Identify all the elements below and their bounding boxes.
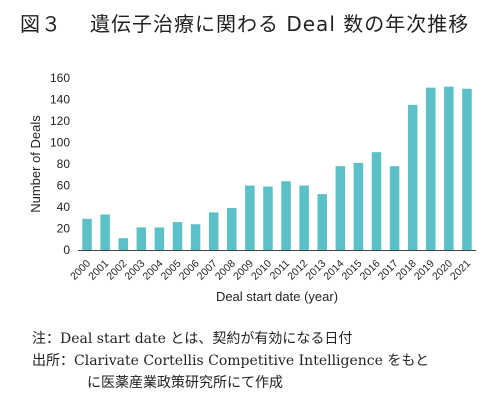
- y-axis-ticks: 0 20 40 60 80 100 120 140 160: [50, 71, 70, 257]
- y-tick-label: 80: [57, 157, 71, 171]
- bar-2008: [227, 208, 237, 250]
- bar-2000: [82, 218, 92, 250]
- bar-2002: [118, 238, 128, 250]
- y-tick-label: 120: [50, 114, 70, 128]
- bar-2005: [172, 222, 183, 250]
- y-tick-label: 140: [50, 93, 70, 107]
- bar-2016: [371, 152, 382, 250]
- source-text: 出所：Clarivate Cortellis Competitive Intel…: [32, 353, 430, 369]
- x-tick-label: 2021: [448, 258, 473, 283]
- bar-2004: [154, 227, 165, 250]
- figure-notes: 注：Deal start date とは、契約が有効になる日付 出所：Clari…: [32, 328, 429, 394]
- y-tick-label: 20: [57, 222, 71, 236]
- figure-label: 図３: [20, 12, 62, 36]
- bar-2010: [263, 186, 273, 250]
- bar-2003: [136, 227, 147, 250]
- bar-2007: [208, 212, 219, 250]
- bar-2015: [353, 162, 364, 250]
- bar-2021: [462, 88, 472, 250]
- bar-2017: [389, 166, 400, 250]
- bar-2018: [407, 104, 418, 250]
- bar-series: [82, 86, 472, 250]
- bar-2011: [281, 181, 291, 250]
- y-tick-label: 160: [50, 71, 70, 85]
- bar-2014: [335, 166, 346, 250]
- x-axis-ticks: 2000200120022003200420052006200720082009…: [68, 258, 473, 283]
- bar-2012: [299, 185, 309, 250]
- y-axis-label: Number of Deals: [28, 115, 43, 213]
- note-text: 注：Deal start date とは、契約が有効になる日付: [32, 331, 353, 347]
- bar-2020: [444, 86, 454, 250]
- y-tick-label: 60: [57, 179, 71, 193]
- figure-title-text: 遺伝子治療に関わる Deal 数の年次推移: [90, 12, 470, 36]
- y-tick-label: 100: [50, 136, 70, 150]
- bar-2013: [317, 194, 327, 250]
- source-text-continued: に医薬産業政策研究所にて作成: [87, 375, 283, 391]
- bar-2006: [190, 224, 201, 250]
- figure-title: 図３ 遺伝子治療に関わる Deal 数の年次推移: [20, 8, 469, 37]
- y-tick-label: 40: [57, 200, 71, 214]
- bar-2001: [100, 214, 110, 250]
- y-tick-label: 0: [63, 243, 70, 257]
- bar-chart: 0 20 40 60 80 100 120 140 160 200020012002200320…: [28, 71, 476, 304]
- x-axis-label: Deal start date (year): [216, 289, 338, 304]
- bar-2019: [426, 87, 436, 250]
- bar-2009: [245, 185, 255, 250]
